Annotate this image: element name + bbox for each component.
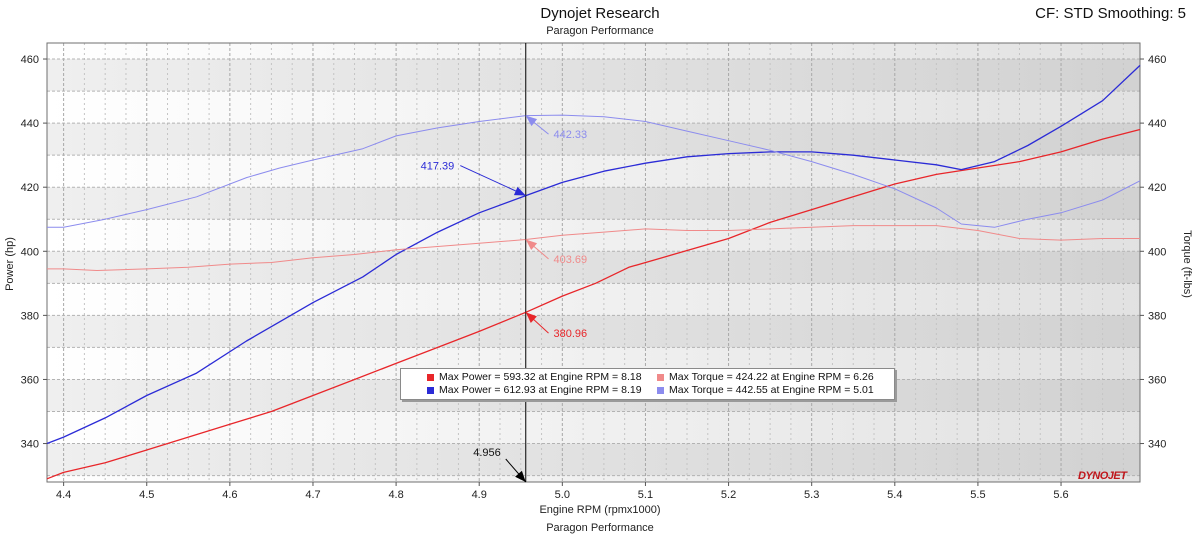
chart-title: Dynojet Research (540, 5, 660, 22)
legend-swatch (427, 373, 434, 381)
legend-label: Max Torque = 442.55 at Engine RPM = 5.01 (669, 384, 874, 396)
y-tick-label-left: 440 (21, 118, 39, 130)
y-axis-left-title: Power (hp) (4, 237, 16, 291)
x-tick-label: 4.7 (305, 489, 320, 501)
y-tick-label-left: 340 (21, 439, 39, 451)
x-tick-label: 4.9 (472, 489, 487, 501)
y-tick-label-right: 460 (1148, 54, 1166, 66)
legend-label: Max Power = 612.93 at Engine RPM = 8.19 (439, 384, 642, 396)
readout-value: 442.33 (554, 129, 588, 141)
y-tick-label-left: 460 (21, 54, 39, 66)
y-tick-label-right: 400 (1148, 246, 1166, 258)
legend-item-torque-blue[interactable]: Max Torque = 442.55 at Engine RPM = 5.01 (657, 384, 874, 396)
legend-label: Max Power = 593.32 at Engine RPM = 8.18 (439, 371, 642, 383)
correction-info: CF: STD Smoothing: 5 (1035, 5, 1186, 22)
y-tick-label-left: 360 (21, 374, 39, 386)
x-tick-label: 5.4 (887, 489, 902, 501)
x-tick-label: 5.5 (970, 489, 985, 501)
y-tick-label-right: 340 (1148, 439, 1166, 451)
legend-swatch (427, 386, 434, 394)
readout-value: 403.69 (554, 254, 588, 266)
y-tick-label-left: 400 (21, 246, 39, 258)
x-tick-label: 5.3 (804, 489, 819, 501)
readout-arrow (525, 115, 549, 135)
legend[interactable]: Max Power = 593.32 at Engine RPM = 8.18 … (400, 368, 895, 400)
plot-area (47, 43, 1140, 482)
series-line-3 (47, 114, 1141, 228)
readout-value: 380.96 (554, 328, 588, 340)
series-line-1 (46, 64, 1141, 445)
series-line-0 (46, 128, 1141, 480)
x-tick-label: 5.0 (555, 489, 570, 501)
x-tick-label: 4.8 (388, 489, 403, 501)
x-tick-label: 5.6 (1053, 489, 1068, 501)
legend-item-torque-red[interactable]: Max Torque = 424.22 at Engine RPM = 6.26 (657, 371, 874, 383)
chart-subtitle: Paragon Performance (546, 25, 654, 37)
legend-swatch (657, 373, 664, 381)
y-tick-label-right: 380 (1148, 310, 1166, 322)
y-tick-label-left: 420 (21, 182, 39, 194)
legend-item-power-red[interactable]: Max Power = 593.32 at Engine RPM = 8.18 (427, 371, 642, 383)
x-tick-label: 4.4 (56, 489, 71, 501)
y-tick-label-left: 380 (21, 310, 39, 322)
chart-footer: Paragon Performance (546, 522, 654, 534)
legend-item-power-blue[interactable]: Max Power = 612.93 at Engine RPM = 8.19 (427, 384, 642, 396)
series-line-2 (47, 225, 1140, 271)
readout-arrow (460, 165, 526, 197)
cursor-x-arrow (505, 458, 527, 483)
readout-arrow (525, 239, 549, 260)
x-tick-label: 4.6 (222, 489, 237, 501)
readout-arrow (525, 311, 549, 334)
dynojet-logo: DYNOJET (1078, 470, 1127, 482)
x-tick-label: 4.5 (139, 489, 154, 501)
y-axis-right-title: Torque (ft-lbs) (1181, 230, 1193, 298)
legend-swatch (657, 386, 664, 394)
readout-value: 417.39 (421, 161, 455, 173)
x-axis-title: Engine RPM (rpmx1000) (539, 504, 661, 516)
cursor-x-label: 4.956 (473, 447, 501, 459)
y-tick-label-right: 420 (1148, 182, 1166, 194)
legend-label: Max Torque = 424.22 at Engine RPM = 6.26 (669, 371, 874, 383)
x-tick-label: 5.2 (721, 489, 736, 501)
y-tick-label-right: 360 (1148, 374, 1166, 386)
x-tick-label: 5.1 (638, 489, 653, 501)
y-tick-label-right: 440 (1148, 118, 1166, 130)
